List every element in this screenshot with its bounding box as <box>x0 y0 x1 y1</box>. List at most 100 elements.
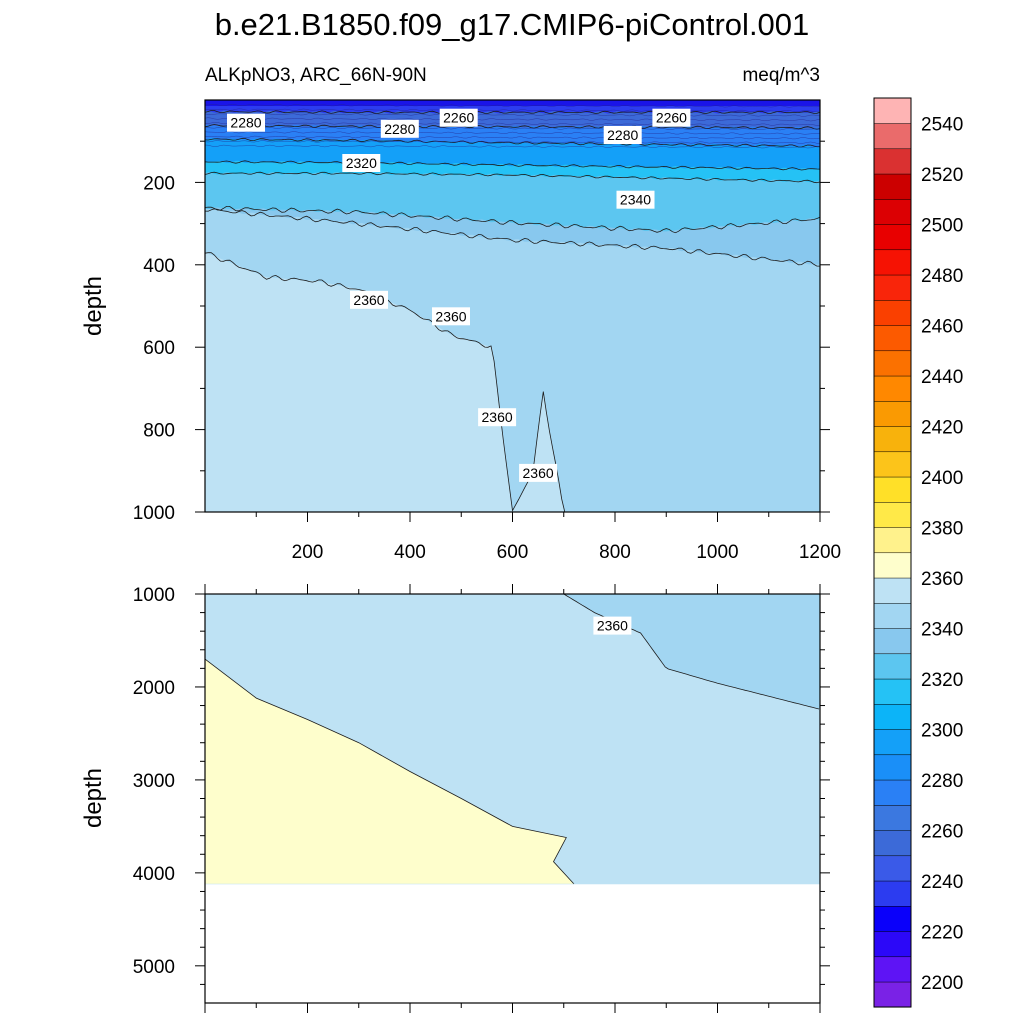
contour-line <box>204 108 821 113</box>
colorbar-swatch <box>873 173 912 200</box>
contour-label: 2360 <box>519 463 558 482</box>
contour-label-box <box>603 126 642 144</box>
colorbar-label: 2340 <box>921 619 963 640</box>
upper-surface-strip <box>205 100 820 106</box>
contour-label-text: 2260 <box>656 110 687 126</box>
y-tick-label: 3000 <box>133 771 175 792</box>
colorbar-label: 2500 <box>921 215 963 236</box>
contour-line <box>204 160 821 171</box>
x-tick-label: 1000 <box>696 542 738 563</box>
y-tick-label: 800 <box>143 421 175 442</box>
y-tick-label: 600 <box>143 338 175 359</box>
contour-line <box>204 124 821 130</box>
colorbar-swatch <box>873 981 912 1008</box>
colorbar-swatch <box>873 956 912 983</box>
contour-line <box>204 252 574 513</box>
colorbar-swatch <box>873 97 912 124</box>
colorbar-label: 2300 <box>921 720 963 741</box>
colorbar-swatch <box>873 350 912 377</box>
contour-label: 2360 <box>593 616 632 635</box>
colorbar-swatch <box>873 653 912 680</box>
lower-fill <box>205 594 820 885</box>
colorbar-swatch <box>873 375 912 402</box>
colorbar-swatch <box>873 476 912 503</box>
contour-line <box>205 103 821 108</box>
contour-label-text: 2320 <box>346 155 377 171</box>
colorbar-label: 2440 <box>921 367 963 388</box>
contour-line <box>204 206 821 234</box>
colorbar-swatch <box>873 628 912 655</box>
colorbar: 2200 2220 2240 2260 2280 2300 2320 2340 2360 2380… <box>873 97 963 1008</box>
colorbar-swatch <box>873 426 912 453</box>
contour-label: 2260 <box>439 108 478 127</box>
contour-label-text: 2360 <box>353 292 384 308</box>
contour-label-text: 2360 <box>482 409 513 425</box>
contour-label-box <box>616 190 655 209</box>
right-string: meq/m^3 <box>742 65 820 86</box>
contour-label: 2280 <box>227 113 265 132</box>
colorbar-label: 2520 <box>921 165 963 186</box>
lower-y-axis-label: depth <box>80 768 107 828</box>
contour-label-box <box>593 616 632 635</box>
colorbar-label: 2320 <box>921 670 963 691</box>
upper-panel: 2280 2280 2260 2280 2260 2320 2340 2360 2360 2360… <box>80 99 841 563</box>
upper-y-axis-label: depth <box>80 276 107 336</box>
colorbar-frame <box>873 97 912 1008</box>
x-tick-label: 1200 <box>799 542 841 563</box>
lower-y-axis: 1000 2000 3000 4000 5000 <box>133 585 830 985</box>
y-tick-label: 1000 <box>133 503 175 524</box>
colorbar-swatch <box>873 830 912 857</box>
y-tick-label: 2000 <box>133 678 175 699</box>
colorbar-swatch <box>873 299 912 326</box>
upper-y-axis: 200 400 600 800 1000 <box>133 140 830 524</box>
contour-label-box <box>519 463 558 482</box>
contour-label-box <box>652 108 691 127</box>
contour-label-text: 2340 <box>620 192 651 208</box>
contour-label: 2280 <box>380 119 419 138</box>
colorbar-label: 2240 <box>921 872 963 893</box>
contour-line <box>204 122 821 126</box>
colorbar-swatch <box>873 198 912 225</box>
colorbar-swatch <box>873 678 912 705</box>
contour-label: 2260 <box>652 108 691 127</box>
colorbar-swatch <box>873 729 912 756</box>
lower-contour-labels: 2360 <box>593 616 632 635</box>
contour-line <box>204 144 821 149</box>
contour-label-text: 2280 <box>230 115 261 131</box>
colorbar-swatch <box>873 754 912 781</box>
colorbar-swatch <box>873 501 912 528</box>
colorbar-swatch <box>873 703 912 730</box>
lower-x-axis <box>204 584 821 1013</box>
upper-fill <box>205 100 820 512</box>
colorbar-swatch <box>873 602 912 629</box>
contour-line <box>204 140 821 144</box>
contour-label-box <box>227 113 265 132</box>
colorbar-label: 2220 <box>921 922 963 943</box>
colorbar-swatch <box>873 577 912 604</box>
colorbar-swatch <box>873 148 912 175</box>
x-tick-label: 400 <box>394 542 426 563</box>
contour-label: 2360 <box>478 408 517 427</box>
contour-label-text: 2280 <box>607 127 638 143</box>
contour-label-text: 2260 <box>443 110 474 126</box>
contour-label-text: 2360 <box>597 618 628 634</box>
upper-contours <box>204 103 821 513</box>
y-tick-label: 1000 <box>133 585 175 606</box>
lower-panel: 2360 1000 2000 3000 4000 5000 depth <box>80 584 830 1013</box>
contour-line <box>204 113 821 117</box>
contour-label-text: 2280 <box>384 121 415 137</box>
contour-label-box <box>350 290 388 309</box>
y-tick-label: 200 <box>143 173 175 194</box>
y-tick-label: 400 <box>143 256 175 277</box>
contour-line <box>204 171 821 184</box>
colorbar-swatch <box>873 855 912 882</box>
colorbar-swatch <box>873 451 912 478</box>
contour-label: 2360 <box>432 307 470 326</box>
figure-title: b.e21.B1850.f09_g17.CMIP6-piControl.001 <box>215 7 810 42</box>
contour-label: 2360 <box>350 290 388 309</box>
colorbar-label: 2460 <box>921 316 963 337</box>
contour-line <box>204 131 820 135</box>
contour-label-text: 2360 <box>523 465 554 481</box>
colorbar-swatch <box>873 249 912 276</box>
